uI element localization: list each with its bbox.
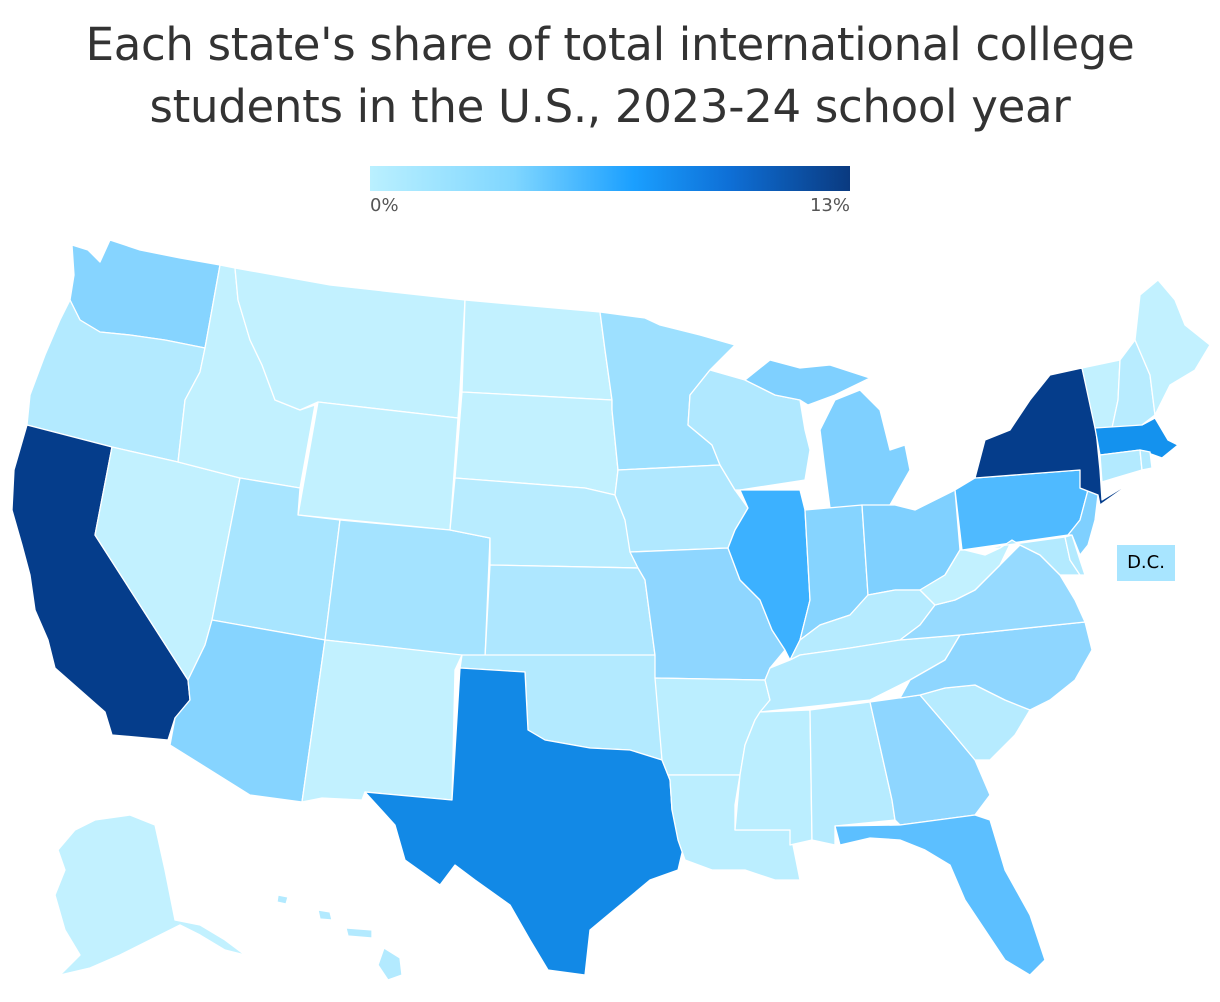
state-NY (974, 367, 1136, 506)
dc-label: D.C. (1117, 545, 1175, 581)
state-CT (1099, 449, 1143, 483)
map-title-line-1: Each state's share of total internationa… (85, 18, 1135, 71)
state-WY (297, 401, 459, 531)
state-HI (276, 894, 403, 981)
map-title-line-2: students in the U.S., 2023‑24 school yea… (149, 80, 1071, 133)
state-MS (734, 709, 813, 846)
map-title: Each state's share of total internationa… (0, 14, 1220, 138)
state-NM (301, 639, 463, 803)
state-MT (234, 267, 466, 419)
state-FL (834, 814, 1046, 976)
state-MI (744, 359, 911, 509)
legend-color-scale (370, 166, 850, 191)
state-ND (461, 299, 613, 401)
state-TX (364, 667, 686, 976)
state-KS (484, 564, 656, 659)
legend-max-label: 13% (809, 195, 850, 216)
state-LA (667, 774, 801, 881)
state-CO (324, 519, 491, 659)
state-NJ (1067, 487, 1099, 556)
legend-min-label: 0% (370, 195, 399, 216)
state-RI (1139, 449, 1153, 471)
state-AK (54, 814, 246, 976)
state-ME (1134, 279, 1211, 416)
